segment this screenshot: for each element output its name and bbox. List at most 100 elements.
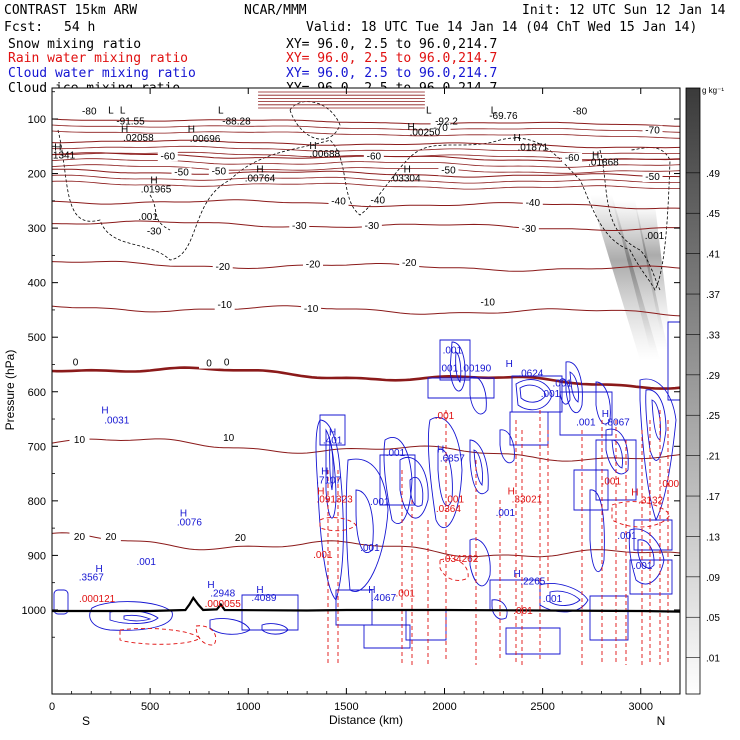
extremum-value-label: .001 [543,594,563,605]
extremum-high: H [256,164,263,175]
extremum-value-label: .001 [435,411,455,422]
extremum-value-label: .0624 [518,368,543,379]
isotherm-label-bg [430,122,451,133]
cloud-box [505,627,561,655]
extremum-value-label: .001 [633,561,653,572]
isotherm-label: -70 [433,123,448,134]
colorbar-tick-label: .41 [706,250,720,261]
x-tick-label: 1500 [334,701,358,713]
isotherm-label: -80 [82,107,97,118]
extremum-value-label: .2265 [520,576,545,587]
isotherm-label: -20 [216,262,231,273]
isotherm-label-bg [218,432,239,443]
x-tick-label: 2500 [530,701,554,713]
extremum-value-label: .01871 [518,143,549,154]
cloud-box [589,595,629,641]
cloud-contour [667,321,680,401]
cloud-contour [383,437,413,525]
plot-content: -80 -80-70 -70-60 -60 -60-50 -50 -50-50-40 -40-… [45,91,680,665]
init-time: Init: 12 UTC Sun 12 Jan 14 [522,3,726,18]
isotherm-label: -10 [480,297,495,308]
extremum-value-label: -91.55 [116,116,145,127]
extremum-high: H [506,359,513,370]
cloud-box [573,469,609,511]
field-xy-rain: XY= 96.0, 2.5 to 96.0,214.7 [286,51,497,66]
colorbar-tick-label: .05 [706,613,720,624]
cloud-water-contours [53,321,680,635]
extremum-high: H [513,569,520,580]
extremum-value-label: .001 [602,476,622,487]
isotherm-label-bg [230,533,251,544]
snow-contour-outline [149,194,171,231]
isotherm-label-bg [363,151,384,162]
isotherm--70 [52,139,680,149]
isotherm-20 [52,532,680,558]
isotherm-label: -40 [331,197,346,208]
isotherm-label-bg [438,165,459,176]
isotherm-label: -50 [212,167,227,178]
cloud-contour [89,601,173,631]
field-name-rain: Rain water mixing ratio [8,51,188,66]
cloud-contour [473,449,483,486]
isotherm-label-bg [79,106,100,117]
isotherm-label: -40 [526,198,541,209]
extremum-value-label: .001 [443,346,463,357]
extremum-value-label: .03304 [390,174,421,185]
isotherm-10 [52,438,680,462]
colorbar-tick-label: .29 [706,371,720,382]
isotherm--20 [52,260,680,272]
extremum-high: H [321,467,328,478]
isotherm-label-bg [171,167,192,178]
isotherm-label: -70 [645,126,660,137]
extremum-high: H [404,164,411,175]
cloud-contour [345,458,389,592]
isotherm-label: -60 [161,151,176,162]
y-tick-label: 100 [28,114,46,126]
isotherm-label: -60 [367,151,382,162]
extremum-high: H [317,486,324,497]
extremum-value-label: .091323 [317,494,354,505]
y-tick-label: 300 [28,223,46,235]
cloud-box [511,375,563,413]
extremum-high: H [180,509,187,520]
colorbar-ticks: .01 .05 .09 .13 .17 .21 .25 .29 .33 .37 .41 .45 .49 [686,169,720,665]
extremum-value-label: .001 [396,588,416,599]
cloud-contour [549,590,581,606]
rain-contour [195,625,217,646]
y-tick-label: 800 [28,496,46,508]
extremum-value-label: .01868 [588,157,619,168]
extremum-value-label: .4067 [371,593,396,604]
cloud-contour [559,378,571,405]
isotherm-label-bg [65,357,86,368]
y-tick-label: 500 [28,332,46,344]
extremum-value-label: .001 [370,497,390,508]
extremum-value-label: .00764 [245,174,276,185]
isotherm-label-bg [642,125,663,136]
y-tick-label: 200 [28,169,46,181]
x-tick-label: 500 [141,701,159,713]
plot-background [52,88,680,694]
extremum-value-label: .001 [360,543,380,554]
cloud-contour [595,381,611,425]
extremum-value-label: .02058 [123,133,154,144]
rain-water-contours [119,410,671,665]
cloud-contour [469,538,491,587]
extremum-value-label: .01341 [45,150,76,161]
y-tick-label: 900 [28,550,46,562]
rain-contour [439,558,469,581]
extremum-value-label: .0076 [177,517,202,528]
cloud-contour [589,489,605,572]
isotherm-label-bg [208,166,229,177]
isotherm-label: -50 [174,168,189,179]
extremum-value-label: .001 [136,557,156,568]
isotherm-label-bg [69,532,90,543]
isotherm-label-bg [518,223,539,234]
extremum-high: H [513,133,520,144]
cloud-box [629,559,673,595]
isotherm-label-bg [157,151,178,162]
extremum-high: H [101,406,108,417]
colorbar-tick-label: .13 [706,532,720,543]
isotherm-labels: -80 -80 -70 -70 -60 -60 -60 -50 -50 -50 -50 -40 -40 -… [65,106,663,544]
extremum-value-label: .001 [313,550,333,561]
extremum-high: H [150,175,157,186]
